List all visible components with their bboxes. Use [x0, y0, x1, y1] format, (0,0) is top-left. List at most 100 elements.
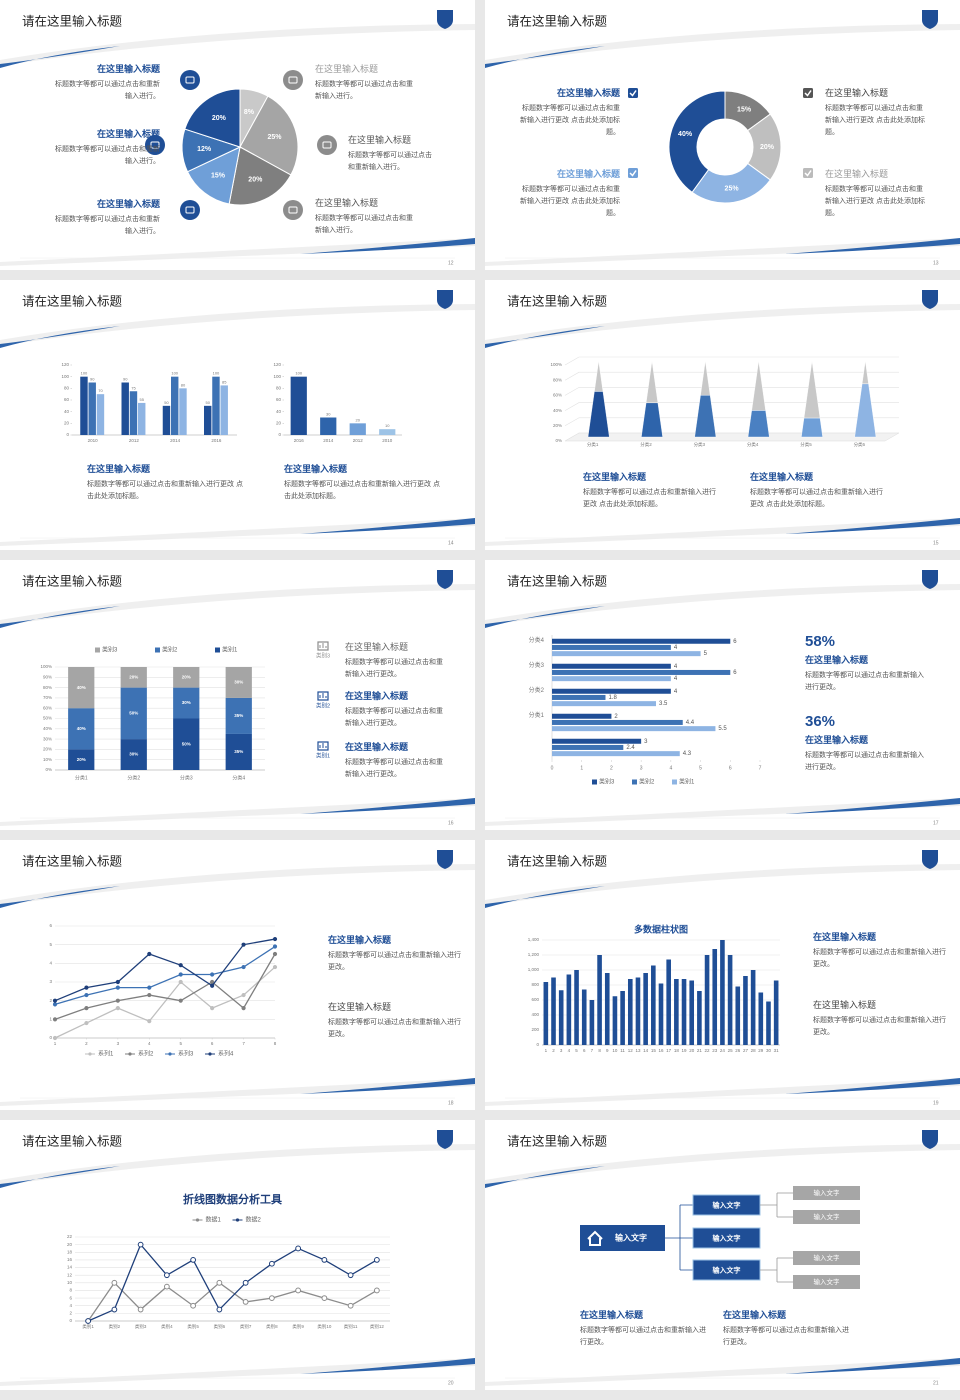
y-tick-label: 8 — [69, 1288, 72, 1293]
footer-stripe — [785, 518, 960, 534]
icon — [180, 70, 200, 90]
series-marker — [272, 944, 278, 949]
footer-swoosh — [0, 1358, 475, 1386]
header-swoosh — [485, 24, 960, 66]
block-heading: 在这里输入标题 — [723, 1310, 787, 1320]
x-tick-label: 类别8 — [266, 1323, 278, 1330]
footer-stripe — [785, 1078, 960, 1094]
data-label: 35% — [234, 749, 243, 754]
footer-stripe — [300, 1358, 475, 1374]
header-swoosh — [485, 864, 960, 906]
icon — [317, 641, 329, 651]
grid-line — [564, 417, 899, 427]
series-marker — [241, 964, 246, 970]
legend-label: 类别1 — [222, 646, 238, 654]
x-tick-label: 2016 — [294, 438, 305, 443]
series-marker — [178, 979, 183, 985]
block-heading: 在这里输入标题 — [750, 472, 814, 482]
x-tick-label: 25 — [728, 1048, 734, 1053]
series-marker — [295, 1287, 302, 1294]
slice-label: 20% — [212, 115, 227, 122]
bar-segment — [173, 718, 200, 770]
logo — [922, 290, 938, 309]
data-label: 50 — [164, 400, 169, 405]
series-marker — [241, 942, 246, 947]
series-marker — [242, 1299, 249, 1305]
grid-line — [564, 371, 899, 381]
bar — [552, 694, 606, 700]
y-tick-label: 2 — [49, 998, 52, 1003]
legend-swatch — [95, 647, 100, 653]
x-tick-label: 1 — [580, 765, 583, 771]
block-heading: 在这里输入标题 — [284, 464, 348, 474]
x-tick-label: 分类2 — [640, 441, 652, 448]
pyramid-top — [861, 360, 869, 385]
data-label: 4.4 — [686, 720, 695, 726]
y-tick-label: 40% — [553, 408, 562, 413]
data-label: 55 — [139, 397, 144, 402]
legend-swatch — [155, 647, 160, 653]
footer-stripe — [785, 798, 960, 814]
page-number: 21 — [933, 1380, 939, 1386]
icon-glyph — [185, 206, 195, 214]
bar — [581, 989, 587, 1045]
y-tick-label: 1,200 — [528, 952, 540, 957]
block-text: 标题数字等都可以通过点击和重新输入进行更改 点击此处添加标题。 — [583, 489, 716, 508]
home-icon — [587, 1230, 603, 1246]
block-text: 标题数字等都可以通过点击和重新输入进行更改。 — [328, 952, 461, 971]
y-tick-label: 400 — [531, 1012, 539, 1017]
leaf-node — [793, 1210, 860, 1224]
icon-glyph — [322, 141, 332, 149]
series-marker — [137, 1241, 144, 1248]
bar — [552, 738, 642, 744]
data-label: 1.8 — [608, 695, 617, 701]
x-tick-label: 分类4 — [232, 774, 245, 781]
y-tick-label: 40 — [64, 409, 70, 414]
block-heading: 在这里输入标题 — [96, 129, 160, 139]
slice-label: 25% — [268, 134, 283, 141]
y-tick-label: 16 — [67, 1257, 73, 1262]
bar — [349, 423, 366, 435]
x-tick-label: 2012 — [129, 438, 140, 443]
block-text: 标题数字等都可以通过点击和重新输入进行。 — [55, 81, 160, 100]
x-tick-label: 2014 — [323, 438, 334, 443]
footer-stripe — [785, 238, 960, 254]
series-marker — [241, 1006, 246, 1011]
series-marker — [111, 1306, 118, 1313]
x-tick-label: 26 — [735, 1048, 741, 1053]
text-block: 在这里输入标题 标题数字等都可以通过点击和重新输入进行更改 点击此处添加标题。 — [825, 86, 925, 139]
y-tick-label: 0 — [66, 432, 69, 437]
data-label: 4.3 — [683, 751, 692, 757]
slide-canvas: 请在这里输入标题 16 0% 10% 20% 30% 40% 50% 60% 70% 80% 90% 1… — [0, 570, 475, 826]
data-label: 30 — [326, 412, 331, 417]
text-block: 在这里输入标题 标题数字等都可以通过点击和重新输入进行更改 点击此处添加标题。 — [825, 167, 925, 220]
series-marker — [321, 1257, 328, 1263]
grid-line — [564, 356, 899, 366]
text-block: 在这里输入标题 标题数字等都可以通过点击和重新输入进行。 — [52, 127, 160, 168]
y-tick-label: 60% — [553, 393, 562, 398]
x-tick-label: 分类2 — [127, 774, 140, 781]
block-heading: 在这里输入标题 — [580, 1310, 644, 1320]
series-marker — [321, 1295, 328, 1301]
slide-title: 请在这里输入标题 — [22, 13, 123, 28]
checkbox-mark — [804, 90, 812, 97]
bar — [681, 979, 687, 1045]
x-tick-label: 2010 — [382, 438, 393, 443]
bar-segment — [173, 667, 200, 688]
x-tick-label: 27 — [743, 1048, 749, 1053]
x-tick-label: 1 — [54, 1041, 57, 1046]
x-tick-label: 5 — [699, 765, 702, 771]
data-label: 30% — [234, 680, 243, 685]
text-block: 在这里输入标题 标题数字等都可以通过点击和重新输入进行。 — [315, 196, 415, 237]
bar — [773, 980, 779, 1045]
series-marker — [190, 1257, 197, 1263]
y-tick-label: 1,400 — [528, 937, 540, 942]
bar — [689, 980, 695, 1045]
slide: 请在这里输入标题 20 折线图数据分析工具 0 2 4 6 8 10 12 14 16 18 20 22 类别… — [0, 1120, 475, 1390]
data-label: 50% — [129, 711, 138, 716]
legend-label: 类别3 — [102, 646, 118, 654]
pyramid-top — [645, 360, 659, 404]
y-tick-label: 0% — [555, 438, 562, 443]
bar-segment — [120, 739, 147, 770]
data-label: 4 — [674, 689, 678, 695]
